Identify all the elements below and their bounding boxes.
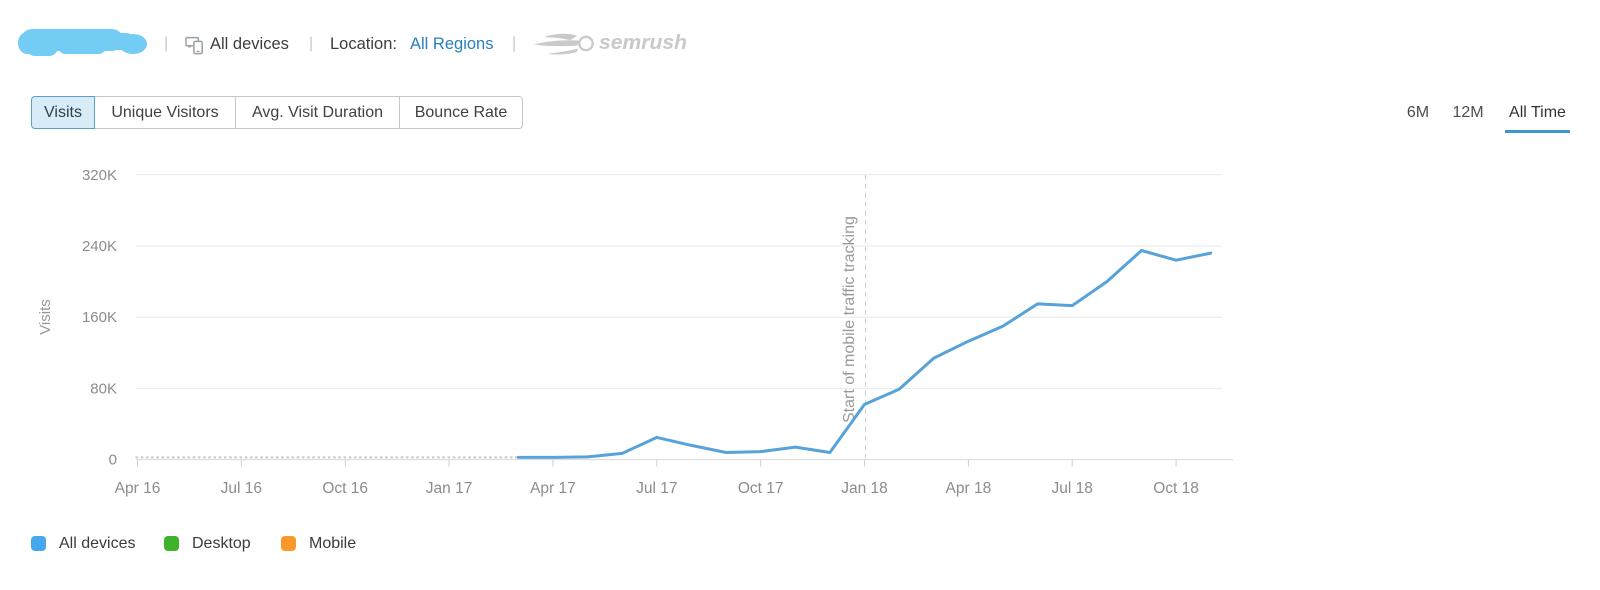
x-axis-label: Apr 16 (115, 480, 161, 497)
location-label: Location: (330, 35, 397, 53)
legend-swatch-desktop (164, 536, 179, 551)
semrush-flame-icon (534, 33, 594, 55)
tab-visits[interactable]: Visits (31, 96, 95, 129)
x-axis-label: Jul 18 (1052, 480, 1093, 497)
legend-item-mobile[interactable]: Mobile (281, 535, 356, 552)
x-axis-label: Jan 17 (426, 480, 473, 497)
legend-swatch-mobile (281, 536, 296, 551)
x-axis-label: Apr 17 (530, 480, 576, 497)
legend-item-all-devices[interactable]: All devices (31, 535, 135, 552)
y-axis-label: 160K (82, 309, 117, 326)
legend-item-desktop[interactable]: Desktop (164, 535, 251, 552)
header-separator-3: | (512, 35, 517, 52)
y-axis-title: Visits (37, 299, 54, 335)
legend-label-mobile: Mobile (309, 535, 357, 552)
metric-tabs: Visits Unique Visitors Avg. Visit Durati… (31, 96, 523, 129)
x-axis-label: Oct 16 (322, 480, 368, 497)
x-axis-label: Oct 18 (1153, 480, 1199, 497)
y-axis-label: 320K (82, 167, 117, 184)
period-12m[interactable]: 12M (1452, 104, 1484, 121)
period-all-time[interactable]: All Time (1509, 104, 1566, 121)
legend-swatch-all-devices (31, 536, 46, 551)
annotation-label: Start of mobile traffic tracking (841, 216, 858, 423)
y-axis-label: 240K (82, 238, 117, 255)
semrush-logo: semrush (534, 32, 687, 55)
header-separator-1: | (164, 35, 169, 52)
redaction-blob (18, 29, 147, 56)
x-axis-label: Jan 18 (841, 480, 888, 497)
x-axis-label: Jul 17 (636, 480, 677, 497)
location-value-link[interactable]: All Regions (410, 35, 494, 53)
x-axis-label: Oct 17 (738, 480, 784, 497)
device-scope-label[interactable]: All devices (210, 35, 289, 53)
legend-label-all-devices: All devices (59, 535, 136, 552)
semrush-wordmark: semrush (599, 32, 687, 54)
legend-label-desktop: Desktop (192, 535, 251, 552)
tab-avg-visit-duration[interactable]: Avg. Visit Duration (235, 96, 400, 129)
x-axis-label: Apr 18 (946, 480, 992, 497)
period-selected-underline (1505, 130, 1570, 133)
period-6m[interactable]: 6M (1406, 104, 1430, 121)
series-line-all-devices (516, 249, 1213, 459)
y-axis-label: 0 (109, 452, 117, 469)
y-axis-label: 80K (90, 380, 117, 397)
header-separator-2: | (309, 35, 314, 52)
tab-unique-visitors[interactable]: Unique Visitors (94, 96, 236, 129)
all-devices-icon (185, 36, 203, 55)
tab-bounce-rate[interactable]: Bounce Rate (399, 96, 523, 129)
redacted-domain-scribble (18, 29, 147, 56)
x-axis-label: Jul 16 (221, 480, 262, 497)
